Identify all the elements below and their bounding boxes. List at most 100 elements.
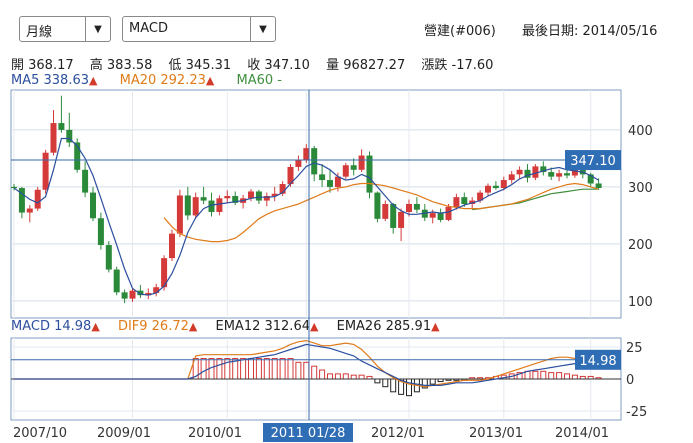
candle-down	[18, 188, 25, 213]
candle-up	[50, 123, 57, 153]
candle-up	[216, 198, 223, 212]
candle-down	[390, 204, 397, 228]
price-crosshair-label-bg	[565, 150, 621, 171]
time-tick-label: 2013/01	[469, 426, 523, 441]
macd-crosshair-label-bg	[575, 349, 621, 370]
macd-legend: MACD 14.98▲ DIF9 26.72▲ EMA12 312.64▲ EM…	[11, 319, 454, 334]
legend-dif9: DIF9 26.72	[117, 319, 189, 334]
macd-crosshair-label: 14.98	[579, 354, 616, 369]
candle-up	[406, 204, 412, 212]
ma-legend: MA5 338.63▲ MA20 292.23▲ MA60 -	[11, 73, 300, 88]
candle-up	[287, 166, 294, 185]
candle-up	[161, 258, 168, 288]
candle-up	[26, 208, 33, 213]
macd-histogram-bar	[540, 370, 547, 380]
candle-down	[121, 292, 128, 299]
macd-histogram-bar	[327, 373, 333, 380]
candle-down	[105, 245, 112, 270]
macd-histogram-bar	[382, 378, 389, 388]
macd-histogram-bar	[248, 358, 254, 380]
candle-up	[516, 169, 523, 175]
candle-down	[58, 123, 65, 130]
period-select[interactable]: 月線 ▼	[19, 16, 111, 42]
macd-histogram-bar	[311, 365, 318, 380]
candle-down	[97, 218, 104, 246]
candle-down	[587, 174, 594, 184]
down-triangle-icon: ▲	[89, 74, 98, 87]
candle-up	[485, 185, 491, 193]
candle-up	[334, 176, 341, 187]
candle-up	[224, 196, 231, 199]
macd-histogram-bar	[334, 373, 341, 380]
candle-down	[232, 196, 239, 203]
candle-down	[492, 185, 499, 189]
legend-macd: MACD 14.98	[11, 319, 92, 334]
candle-up	[192, 197, 199, 216]
quote-volume: 量 96827.27	[326, 58, 406, 73]
macd-histogram-bar	[556, 372, 563, 380]
candle-up	[271, 193, 278, 197]
candle-down	[66, 129, 73, 143]
candle-up	[532, 166, 539, 178]
candle-up	[398, 211, 405, 228]
candle-up	[445, 206, 452, 220]
price-tick-label: 300	[628, 181, 653, 196]
macd-histogram-bar	[240, 358, 247, 380]
ma20-line	[163, 182, 599, 243]
quote-low: 低 345.31	[168, 58, 232, 73]
candle-up	[500, 180, 507, 189]
candle-down	[200, 197, 207, 201]
candle-up	[145, 292, 152, 296]
legend-ma20: MA20 292.23	[119, 73, 206, 88]
legend-ema26: EMA26 285.91	[336, 319, 432, 334]
candle-down	[350, 165, 357, 170]
indicator-select-value: MACD	[129, 21, 168, 36]
legend-ma60: MA60 -	[236, 73, 282, 88]
quote-open: 開 368.17	[11, 58, 74, 73]
candle-down	[540, 166, 547, 173]
macd-histogram-bar	[287, 358, 294, 380]
price-tick-label: 200	[628, 238, 653, 253]
macd-histogram-bar	[350, 374, 357, 380]
date-crosshair-label-bg	[263, 423, 353, 442]
macd-tick-label: 0	[626, 373, 634, 388]
candle-up	[248, 191, 254, 199]
chevron-down-icon[interactable]: ▼	[250, 17, 275, 41]
macd-histogram-bar	[548, 372, 555, 380]
macd-histogram-bar	[374, 378, 381, 384]
down-triangle-icon: ▲	[91, 320, 100, 333]
candle-up	[279, 184, 286, 194]
candle-up	[508, 174, 515, 181]
candle-up	[129, 290, 136, 299]
candle-down	[564, 173, 570, 176]
candle-up	[34, 189, 41, 209]
macd-tick-label: -25	[626, 405, 647, 420]
chevron-down-icon[interactable]: ▼	[85, 17, 110, 41]
stock-name: 營建(#006)	[424, 24, 496, 39]
down-triangle-icon: ▲	[205, 74, 215, 87]
macd-histogram-bar	[564, 373, 570, 380]
legend-ma5: MA5 338.63	[11, 73, 89, 88]
quote-close: 收 347.10	[247, 58, 310, 73]
price-tick-label: 400	[628, 124, 653, 139]
macd-histogram-bar	[390, 378, 397, 393]
time-tick-label: 2007/10	[13, 426, 67, 441]
candle-down	[113, 269, 120, 293]
candle-down	[327, 180, 333, 187]
macd-histogram-bar	[216, 358, 223, 380]
macd-histogram-bar	[255, 358, 262, 380]
legend-ema12: EMA12 312.64	[215, 319, 311, 334]
candle-up	[263, 196, 270, 201]
macd-histogram-bar	[263, 358, 270, 380]
candle-up	[477, 192, 484, 201]
time-tick-label: 2010/01	[188, 426, 242, 441]
candle-down	[595, 183, 602, 189]
indicator-select[interactable]: MACD ▼	[122, 16, 276, 42]
macd-histogram-bar	[532, 370, 539, 380]
candle-down	[437, 213, 444, 220]
time-tick-label: 2014/01	[555, 426, 609, 441]
candle-up	[176, 195, 183, 234]
quote-change: 漲跌 -17.60	[421, 58, 494, 73]
candle-up	[358, 155, 365, 170]
